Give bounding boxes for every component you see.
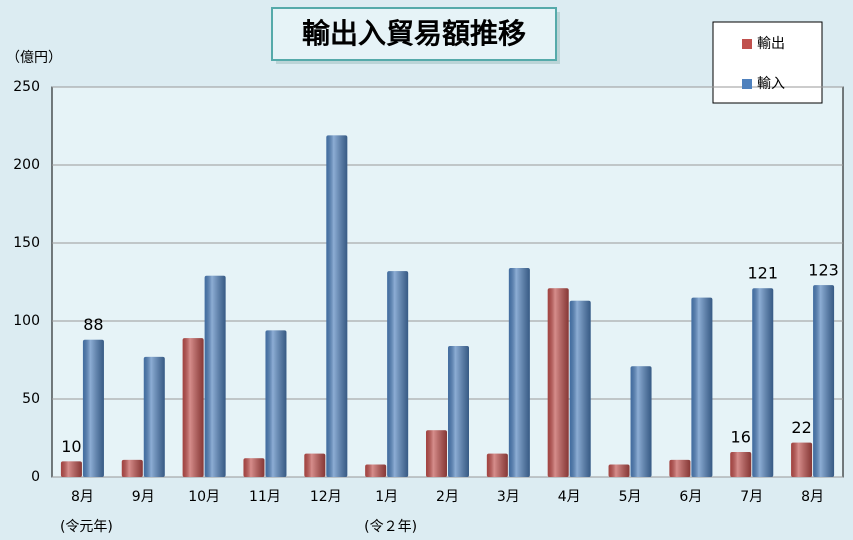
legend-label: 輸入 (757, 76, 785, 92)
bar-shade (143, 356, 165, 477)
y-tick-label: 200 (13, 157, 40, 173)
x-tick-label: 4月 (558, 489, 581, 505)
x-tick-label: 8月 (801, 489, 824, 505)
y-tick-label: 0 (31, 469, 40, 485)
data-label: 16 (731, 428, 751, 447)
y-tick-label: 50 (22, 391, 40, 407)
bar-shade (630, 366, 652, 477)
x-tick-label: 7月 (740, 489, 763, 505)
x-tick-label: 12月 (310, 489, 342, 505)
bar-shade (387, 271, 409, 477)
bar-shade (813, 285, 835, 477)
x-tick-label: 3月 (497, 489, 520, 505)
data-label: 121 (747, 264, 778, 283)
bar-shade (365, 464, 387, 477)
chart-title: 輸出入貿易額推移 (302, 17, 526, 50)
bar-shade (204, 275, 226, 477)
bar-shade (608, 464, 630, 477)
bar-shade (547, 288, 569, 477)
bar-shade (691, 297, 713, 477)
bar-shade (791, 442, 813, 477)
bar-shade (448, 345, 469, 477)
legend-swatch (742, 39, 752, 49)
data-label: 88 (83, 315, 103, 334)
legend-box (712, 21, 823, 104)
bar-shade (60, 461, 82, 477)
x-tick-label: 8月 (71, 489, 94, 505)
bar-shade (426, 430, 447, 477)
bar-shade (669, 459, 691, 477)
y-tick-label: 250 (13, 79, 40, 95)
data-label: 123 (808, 261, 839, 280)
bar-shade (730, 452, 752, 477)
x-tick-label: 9月 (132, 489, 155, 505)
legend-label: 輸出 (757, 36, 785, 52)
bar-shade (243, 458, 265, 477)
bar-shade (265, 330, 287, 477)
title-box (271, 7, 557, 61)
bar-shade (304, 453, 326, 477)
plot-area (51, 86, 844, 478)
x-sub-label: (令元年) (60, 519, 113, 535)
legend-swatch (742, 79, 752, 89)
x-sub-label: (令２年) (364, 519, 417, 535)
bar-shade (508, 267, 530, 477)
data-label: 10 (61, 437, 81, 456)
x-tick-label: 10月 (188, 489, 220, 505)
x-tick-label: 5月 (619, 489, 642, 505)
bar-shade (121, 459, 143, 477)
x-tick-label: 6月 (679, 489, 702, 505)
y-unit: （億円） (6, 50, 62, 66)
data-label: 22 (791, 418, 811, 437)
bar-shade (486, 453, 508, 477)
x-tick-label: 1月 (375, 489, 398, 505)
bar-shade (82, 339, 104, 477)
y-tick-label: 150 (13, 235, 40, 251)
x-tick-label: 2月 (436, 489, 459, 505)
bar-shade (182, 338, 204, 477)
bar-shade (752, 288, 774, 477)
x-tick-label: 11月 (249, 489, 281, 505)
y-tick-label: 100 (13, 313, 40, 329)
bar-shade (569, 300, 591, 477)
bar-shade (326, 135, 348, 478)
